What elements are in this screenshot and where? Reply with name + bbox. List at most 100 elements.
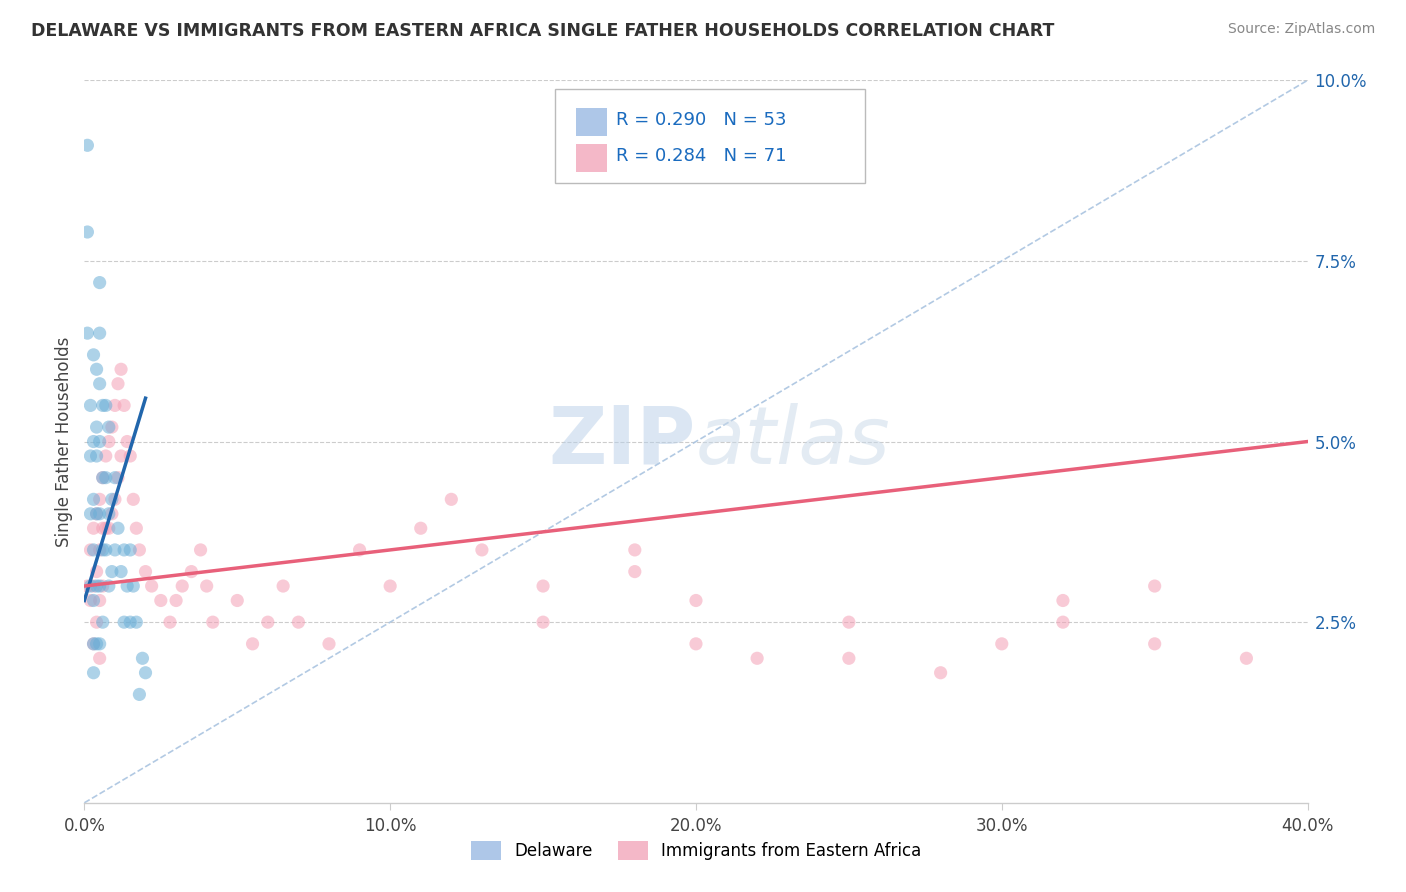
Point	[104, 471, 127, 485]
Point	[128, 687, 150, 701]
Point	[83, 521, 105, 535]
Point	[110, 449, 132, 463]
Point	[409, 521, 432, 535]
Point	[149, 593, 172, 607]
Point	[159, 615, 181, 630]
Point	[94, 449, 117, 463]
Point	[172, 579, 194, 593]
Point	[83, 637, 105, 651]
Point	[104, 398, 127, 412]
Point	[83, 434, 105, 449]
Point	[120, 615, 142, 630]
Point	[1052, 615, 1074, 630]
Point	[120, 542, 142, 557]
Point	[91, 471, 114, 485]
Point	[112, 398, 135, 412]
Point	[79, 398, 101, 412]
Point	[112, 615, 135, 630]
Point	[1143, 637, 1166, 651]
Point	[86, 362, 108, 376]
Point	[91, 398, 114, 412]
Point	[531, 615, 554, 630]
Point	[991, 637, 1014, 651]
Point	[89, 579, 111, 593]
Point	[101, 492, 124, 507]
Point	[838, 615, 860, 630]
Point	[531, 579, 554, 593]
Point	[104, 492, 127, 507]
Point	[76, 225, 98, 239]
Point	[89, 492, 111, 507]
Text: R = 0.284   N = 71: R = 0.284 N = 71	[616, 147, 786, 165]
Point	[86, 507, 108, 521]
Point	[91, 579, 114, 593]
Point	[94, 521, 117, 535]
Point	[91, 521, 114, 535]
Text: Source: ZipAtlas.com: Source: ZipAtlas.com	[1227, 22, 1375, 37]
Point	[195, 579, 218, 593]
Point	[685, 593, 707, 607]
Point	[318, 637, 340, 651]
Point	[89, 376, 111, 391]
Point	[94, 542, 117, 557]
Point	[471, 542, 494, 557]
Point	[79, 449, 101, 463]
Point	[201, 615, 224, 630]
Point	[747, 651, 769, 665]
Point	[135, 565, 157, 579]
Point	[79, 542, 101, 557]
Point	[91, 542, 114, 557]
Point	[380, 579, 402, 593]
Point	[91, 615, 114, 630]
Point	[110, 565, 132, 579]
Point	[440, 492, 463, 507]
Text: ZIP: ZIP	[548, 402, 696, 481]
Point	[112, 542, 135, 557]
Point	[115, 434, 138, 449]
Point	[180, 565, 202, 579]
Point	[685, 637, 707, 651]
Point	[86, 637, 108, 651]
Point	[97, 521, 120, 535]
Legend: Delaware, Immigrants from Eastern Africa: Delaware, Immigrants from Eastern Africa	[464, 834, 928, 867]
Point	[242, 637, 264, 651]
Point	[86, 615, 108, 630]
Point	[624, 542, 647, 557]
Point	[122, 492, 145, 507]
Point	[349, 542, 371, 557]
Point	[107, 521, 129, 535]
Point	[76, 138, 98, 153]
Point	[83, 665, 105, 680]
Y-axis label: Single Father Households: Single Father Households	[55, 336, 73, 547]
Point	[89, 542, 111, 557]
Point	[76, 579, 98, 593]
Point	[89, 637, 111, 651]
Point	[125, 615, 148, 630]
Point	[89, 326, 111, 340]
Point	[929, 665, 952, 680]
Point	[110, 362, 132, 376]
Point	[1143, 579, 1166, 593]
Text: DELAWARE VS IMMIGRANTS FROM EASTERN AFRICA SINGLE FATHER HOUSEHOLDS CORRELATION : DELAWARE VS IMMIGRANTS FROM EASTERN AFRI…	[31, 22, 1054, 40]
Point	[89, 593, 111, 607]
Point	[1236, 651, 1258, 665]
Point	[86, 507, 108, 521]
Point	[101, 420, 124, 434]
Point	[101, 507, 124, 521]
Point	[86, 579, 108, 593]
Point	[83, 348, 105, 362]
Point	[83, 579, 105, 593]
Point	[83, 492, 105, 507]
Point	[101, 565, 124, 579]
Point	[141, 579, 163, 593]
Point	[287, 615, 309, 630]
Point	[104, 542, 127, 557]
Point	[89, 434, 111, 449]
Point	[624, 565, 647, 579]
Point	[86, 565, 108, 579]
Point	[125, 521, 148, 535]
Point	[83, 637, 105, 651]
Point	[97, 420, 120, 434]
Point	[838, 651, 860, 665]
Point	[115, 579, 138, 593]
